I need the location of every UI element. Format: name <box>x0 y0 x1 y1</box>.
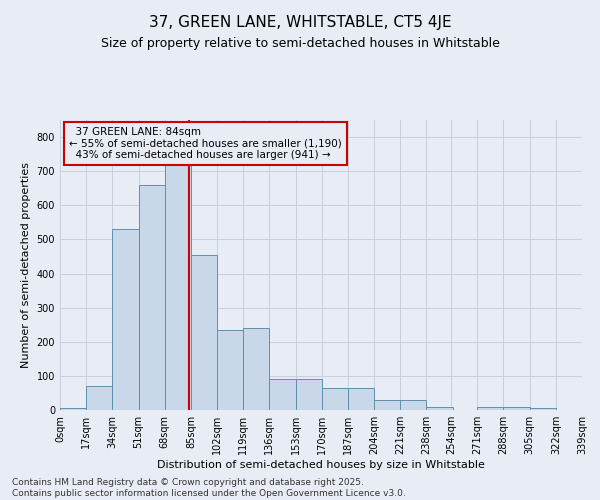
Bar <box>243 328 269 410</box>
Bar <box>400 400 427 410</box>
Bar <box>348 388 374 410</box>
Text: 37, GREEN LANE, WHITSTABLE, CT5 4JE: 37, GREEN LANE, WHITSTABLE, CT5 4JE <box>149 15 451 30</box>
Text: Contains HM Land Registry data © Crown copyright and database right 2025.
Contai: Contains HM Land Registry data © Crown c… <box>12 478 406 498</box>
Bar <box>139 185 165 410</box>
Text: Size of property relative to semi-detached houses in Whitstable: Size of property relative to semi-detach… <box>101 38 499 51</box>
Bar <box>322 388 348 410</box>
Bar <box>477 406 503 410</box>
Bar <box>191 255 217 410</box>
X-axis label: Distribution of semi-detached houses by size in Whitstable: Distribution of semi-detached houses by … <box>157 460 485 470</box>
Bar <box>503 406 530 410</box>
Bar <box>296 380 322 410</box>
Text: 37 GREEN LANE: 84sqm
← 55% of semi-detached houses are smaller (1,190)
  43% of : 37 GREEN LANE: 84sqm ← 55% of semi-detac… <box>69 127 342 160</box>
Bar <box>530 408 556 410</box>
Bar <box>112 229 139 410</box>
Bar <box>217 330 243 410</box>
Bar <box>269 378 296 410</box>
Bar <box>165 150 191 410</box>
Bar <box>374 400 400 410</box>
Y-axis label: Number of semi-detached properties: Number of semi-detached properties <box>21 162 31 368</box>
Bar <box>60 408 86 410</box>
Bar <box>427 406 452 410</box>
Bar <box>86 386 112 410</box>
